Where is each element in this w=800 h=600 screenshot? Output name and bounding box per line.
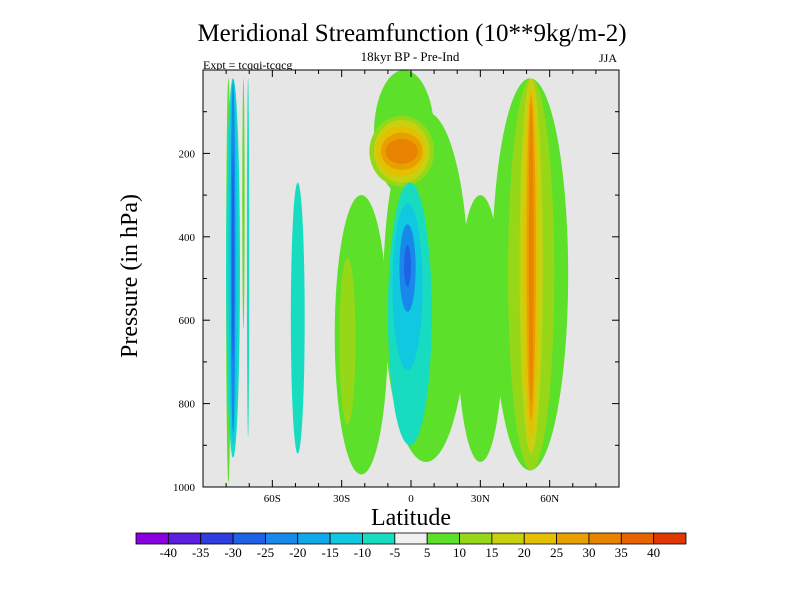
- x-axis: 60S 30S 0 30N 60N: [202, 70, 620, 505]
- colorbar-label: -20: [289, 545, 306, 560]
- y-tick-label: 200: [179, 148, 196, 160]
- chart-title: Meridional Streamfunction (10**9kg/m-2): [197, 20, 626, 47]
- colorbar-label: -10: [354, 545, 371, 560]
- colorbar-label: 35: [615, 545, 628, 560]
- colorbar-label: -30: [224, 545, 241, 560]
- colorbar-label: 30: [582, 545, 595, 560]
- colorbar-label: 10: [453, 545, 466, 560]
- colorbar-bin: [394, 532, 428, 545]
- y-axis-label: Pressure (in hPa): [117, 194, 143, 358]
- y-tick-label: 800: [179, 399, 196, 411]
- x-tick-label: 60S: [264, 493, 281, 505]
- colorbar-label: -5: [389, 545, 400, 560]
- contour-region-21: [457, 195, 504, 462]
- x-tick-label: 30S: [333, 493, 350, 505]
- colorbar: -40 -35 -30 -25 -20 -15 -10 -5 5 10 15 20 25 30 35 40: [135, 532, 687, 560]
- colorbar-bin: [232, 532, 266, 545]
- y-tick-label: 600: [179, 315, 196, 327]
- colorbar-bin: [653, 532, 687, 545]
- colorbar-bin: [265, 532, 299, 545]
- contour-region-5: [246, 78, 250, 437]
- x-axis-label: Latitude: [371, 505, 451, 531]
- y-tick-label: 1000: [173, 482, 196, 494]
- colorbar-bin: [556, 532, 590, 545]
- colorbar-bin: [523, 532, 557, 545]
- colorbar-label: -15: [321, 545, 338, 560]
- colorbar-bin: [588, 532, 622, 545]
- colorbar-bin: [362, 532, 396, 545]
- colorbar-label: 40: [647, 545, 660, 560]
- experiment-label: Expt = tcqqi-tcqcg: [203, 58, 292, 72]
- y-tick-label: 400: [179, 232, 196, 244]
- x-tick-label: 30N: [471, 493, 490, 505]
- colorbar-label: 15: [485, 545, 498, 560]
- colorbar-bin: [200, 532, 234, 545]
- chart-subtitle: 18kyr BP - Pre-Ind: [361, 49, 460, 64]
- colorbar-label: -25: [257, 545, 274, 560]
- contour-region-9: [339, 257, 356, 425]
- x-tick-label: 0: [408, 493, 414, 505]
- colorbar-bin: [167, 532, 202, 545]
- colorbar-label: -40: [160, 545, 177, 560]
- colorbar-label: 25: [550, 545, 563, 560]
- contour-region-20: [404, 245, 411, 287]
- colorbar-bin: [620, 532, 655, 545]
- colorbar-label: 5: [424, 545, 431, 560]
- contour-region-4: [231, 153, 235, 362]
- colorbar-bin: [426, 532, 460, 545]
- y-axis: 200 400 600 800 1000: [173, 111, 619, 494]
- contour-region-27: [528, 103, 534, 404]
- x-tick-label: 60N: [540, 493, 559, 505]
- colorbar-bin: [491, 532, 525, 545]
- colorbar-bin: [135, 532, 169, 545]
- contour-region-7: [290, 182, 305, 454]
- colorbar-bin: [329, 532, 363, 545]
- season-label: JJA: [599, 51, 617, 65]
- contour-region-6: [242, 78, 245, 329]
- plot-area: [202, 69, 620, 488]
- colorbar-label: 20: [518, 545, 531, 560]
- contour-region-16: [385, 138, 418, 164]
- colorbar-label: -35: [192, 545, 209, 560]
- colorbar-bin: [297, 532, 331, 545]
- colorbar-bin: [459, 532, 493, 545]
